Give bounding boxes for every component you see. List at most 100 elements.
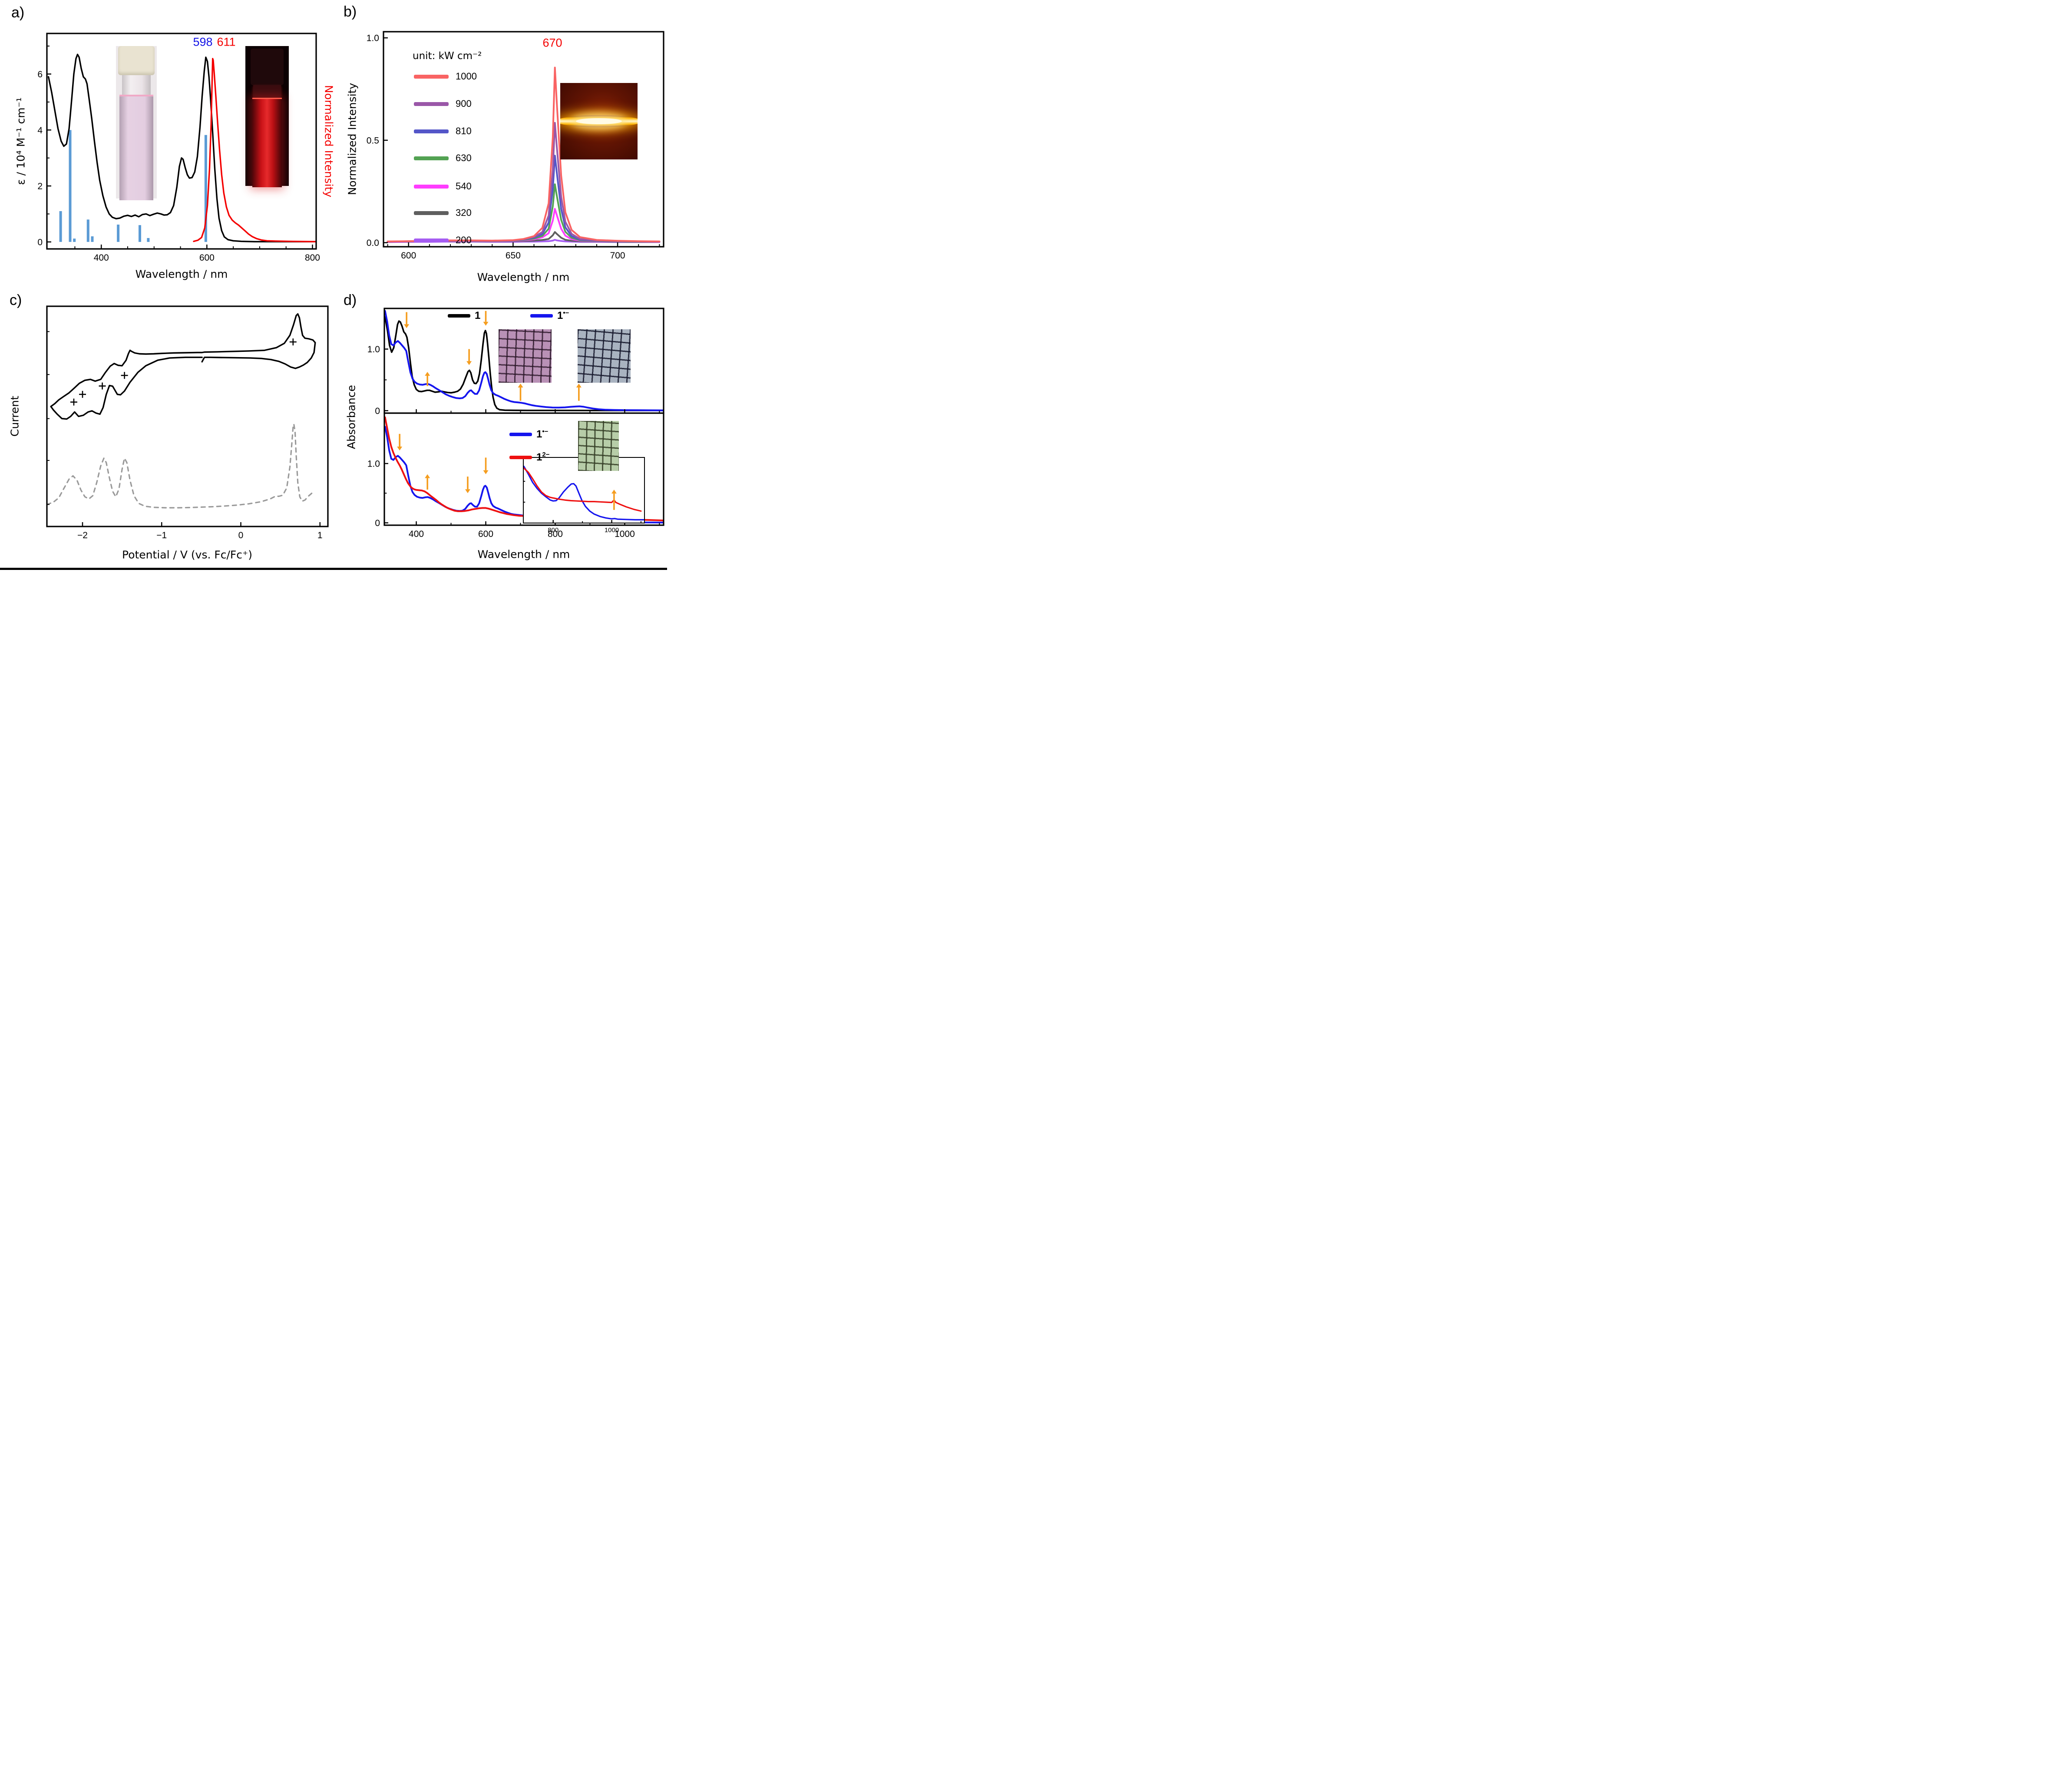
figure: 400 600 800 0 2 4 6 a) Wavelength / nm ε / 10⁴… bbox=[0, 0, 667, 570]
y-tick-label: 0.0 bbox=[367, 238, 379, 248]
x-axis-title-d: Wavelength / nm bbox=[477, 548, 570, 561]
y-tick-label: 4 bbox=[37, 126, 43, 136]
legend-swatch bbox=[414, 102, 449, 106]
x-tick-label: −1 bbox=[156, 530, 167, 540]
y-tick-label: 1.0 bbox=[367, 344, 380, 354]
panel-b-chart: 600 650 700 0.0 0.5 1.0 bbox=[367, 31, 664, 261]
series-1000 bbox=[387, 66, 661, 242]
series-810 bbox=[387, 155, 661, 243]
y-axis-title-a-right: Normalized Intensity bbox=[322, 85, 335, 198]
inset-1-dianion bbox=[523, 467, 642, 512]
down-arrow-icon bbox=[483, 321, 489, 326]
cyclic-voltammogram bbox=[50, 313, 316, 420]
panel-c: −2 −1 0 1 c) Potential / V (vs. Fc/Fc⁺) Cur… bbox=[0, 287, 336, 568]
legend-label: 1000 bbox=[456, 71, 477, 82]
y-axis-title-c: Current bbox=[8, 396, 21, 437]
emission-peak-label: 611 bbox=[217, 35, 236, 49]
y-tick-label: 0 bbox=[37, 237, 43, 247]
down-arrow-icon bbox=[397, 447, 403, 450]
legend-bottom-item-dianion: 12− bbox=[509, 451, 549, 464]
x-axis-title-a: Wavelength / nm bbox=[135, 268, 228, 281]
x-tick-label: 800 bbox=[548, 529, 563, 539]
y-axis-title-d: Absorbance bbox=[345, 385, 358, 449]
x-tick-label: 600 bbox=[401, 251, 416, 261]
legend-item-900: 900 bbox=[414, 98, 472, 109]
cuvette-solution-glowing-red bbox=[252, 98, 282, 187]
down-arrow-icon bbox=[466, 361, 472, 365]
y-tick-label: 1.0 bbox=[367, 459, 380, 469]
legend-swatch bbox=[414, 211, 449, 215]
mesh-photo-dianion bbox=[578, 421, 619, 471]
panel-label-b: b) bbox=[344, 3, 357, 20]
figure-bottom-rule bbox=[0, 568, 667, 570]
legend-label: 810 bbox=[456, 126, 472, 136]
panel-b: 600 650 700 0.0 0.5 1.0 b) Wavelength / nm No… bbox=[336, 0, 667, 287]
x-tick-label: 650 bbox=[506, 251, 521, 261]
legend-label: 1•− bbox=[536, 428, 549, 440]
laser-emission-photo bbox=[560, 83, 638, 159]
absorption-peak-label: 598 bbox=[193, 35, 213, 49]
y-tick-label: 0 bbox=[375, 518, 380, 528]
legend-swatch bbox=[414, 184, 449, 189]
legend-swatch bbox=[509, 432, 532, 436]
legend-top-item-1: 1 bbox=[448, 309, 480, 322]
cuvette-neck-dark bbox=[253, 85, 281, 98]
plot-frame bbox=[383, 31, 664, 248]
y-tick-label: 6 bbox=[37, 70, 43, 79]
chart-c: −2 −1 0 1 bbox=[46, 305, 329, 540]
legend-top-item-radical-anion: 1•− bbox=[530, 309, 569, 322]
x-tick-label: 800 bbox=[305, 253, 320, 263]
chart-b: 600 650 700 0.0 0.5 1.0 bbox=[367, 31, 664, 261]
x-tick-label: −2 bbox=[77, 530, 88, 540]
legend-item-810: 810 bbox=[414, 126, 472, 137]
x-tick-label: 700 bbox=[610, 251, 625, 261]
plot-frame bbox=[383, 412, 664, 526]
x-tick-label: 1000 bbox=[605, 527, 619, 534]
legend-label: 540 bbox=[456, 181, 472, 192]
up-arrow-icon bbox=[576, 383, 582, 387]
lasing-peak-label: 670 bbox=[542, 36, 562, 50]
cuvette-solution-pink bbox=[119, 95, 153, 200]
y-axis-title-a: ε / 10⁴ M⁻¹ cm⁻¹ bbox=[14, 97, 27, 185]
x-tick-label: 600 bbox=[199, 253, 215, 263]
legend-label: 630 bbox=[456, 152, 472, 163]
legend-label: 12− bbox=[536, 451, 550, 463]
legend-item-200: 200 bbox=[414, 235, 472, 246]
legend-bottom-item-radical-anion: 1•− bbox=[509, 428, 548, 440]
y-tick-label: 0 bbox=[375, 406, 380, 416]
chart-d1: 01.0 bbox=[367, 308, 664, 416]
plot-frame bbox=[46, 305, 329, 527]
up-arrow-icon bbox=[611, 490, 617, 494]
mesh-photo-neutral bbox=[499, 329, 552, 383]
plot-frame bbox=[46, 33, 317, 250]
laser-bright-core bbox=[575, 118, 622, 125]
y-axis-title-b: Normalized Intensity bbox=[346, 83, 359, 195]
legend-item-1000: 1000 bbox=[414, 71, 477, 82]
emission-spectrum bbox=[193, 58, 316, 242]
x-tick-label: 1000 bbox=[615, 529, 635, 539]
cuvette-photo-daylight bbox=[116, 46, 157, 200]
x-axis-title-b: Wavelength / nm bbox=[477, 271, 570, 284]
y-tick-label: 1.0 bbox=[367, 33, 379, 43]
legend-swatch bbox=[448, 314, 470, 318]
panel-a: 400 600 800 0 2 4 6 a) Wavelength / nm ε / 10⁴… bbox=[0, 0, 336, 287]
mesh-photo-radical-anion bbox=[578, 329, 631, 383]
legend-label: 200 bbox=[456, 235, 472, 245]
legend-label: 1 bbox=[475, 310, 481, 321]
down-arrow-icon bbox=[483, 470, 489, 474]
panel-label-c: c) bbox=[10, 292, 22, 308]
legend-item-540: 540 bbox=[414, 181, 472, 192]
legend-label: 900 bbox=[456, 98, 472, 109]
legend-label: 1•− bbox=[557, 309, 569, 321]
cuvette-photo-uv-emission bbox=[245, 46, 289, 187]
legend-title: unit: kW cm⁻² bbox=[413, 50, 482, 62]
chart-a: 400 600 800 0 2 4 6 bbox=[37, 33, 320, 263]
up-arrow-icon bbox=[425, 474, 430, 478]
down-arrow-icon bbox=[465, 489, 470, 493]
x-tick-label: 600 bbox=[478, 529, 493, 539]
legend-item-320: 320 bbox=[414, 207, 472, 219]
up-arrow-icon bbox=[425, 372, 430, 376]
x-tick-label: 0 bbox=[238, 530, 244, 540]
y-tick-label: 2 bbox=[37, 182, 43, 192]
legend-swatch bbox=[414, 129, 449, 133]
